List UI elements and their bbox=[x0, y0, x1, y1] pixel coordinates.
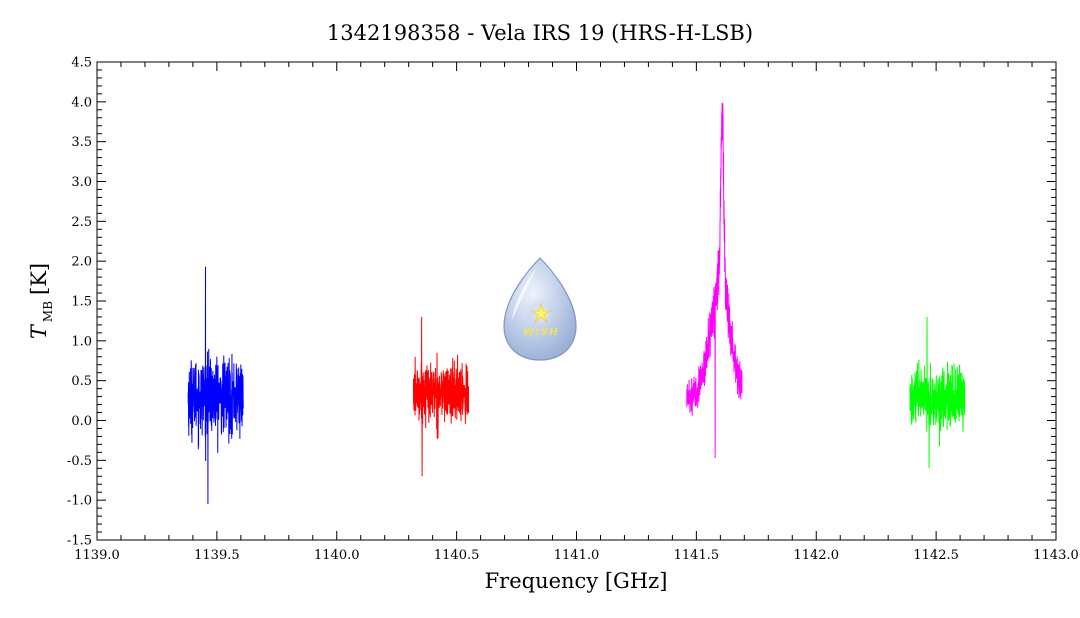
x-tick-label: 1142.5 bbox=[913, 548, 959, 563]
y-tick-label: 1.5 bbox=[71, 295, 92, 310]
y-tick-label: 4.0 bbox=[71, 95, 92, 110]
star-icon bbox=[531, 302, 551, 323]
x-tick-label: 1141.0 bbox=[554, 548, 600, 563]
x-axis-ticks bbox=[96, 62, 1057, 540]
y-tick-label: 0.5 bbox=[71, 374, 92, 389]
x-tick-label: 1140.5 bbox=[434, 548, 480, 563]
y-tick-label: 1.0 bbox=[71, 334, 92, 349]
x-axis-label: Frequency [GHz] bbox=[485, 569, 668, 593]
series-layer bbox=[187, 102, 966, 505]
x-tick-label: 1142.0 bbox=[794, 548, 840, 563]
y-tick-label: -0.5 bbox=[67, 454, 92, 469]
spectrum-series-2 bbox=[412, 316, 470, 477]
spectrum-series-1 bbox=[187, 266, 244, 505]
x-tick-label: 1143.0 bbox=[1033, 548, 1079, 563]
droplet-highlight bbox=[512, 268, 536, 320]
chart-title: 1342198358 - Vela IRS 19 (HRS-H-LSB) bbox=[327, 21, 753, 45]
wish-logo: WISH bbox=[503, 257, 577, 361]
spectrum-series-3 bbox=[686, 102, 743, 458]
plot-frame bbox=[96, 61, 1057, 541]
logo-text: WISH bbox=[523, 327, 559, 338]
y-axis-label-unit: [K] bbox=[27, 263, 51, 295]
svg-text:TMB[K]: TMB [K] bbox=[27, 263, 55, 339]
y-tick-label: 2.0 bbox=[71, 255, 92, 270]
spectrum-series-4 bbox=[909, 316, 966, 469]
y-tick-label: 3.5 bbox=[71, 135, 92, 150]
x-tick-label: 1140.0 bbox=[314, 548, 360, 563]
x-tick-label: 1141.5 bbox=[674, 548, 720, 563]
x-axis-tick-labels: 1139.0 1139.5 1140.0 1140.5 1141.0 1141.5 1142… bbox=[74, 548, 1079, 563]
y-axis-ticks bbox=[97, 61, 1056, 541]
y-tick-label: 4.5 bbox=[71, 56, 92, 71]
y-tick-label: 2.5 bbox=[71, 215, 92, 230]
y-axis-tick-labels: -1.5 -1.0 -0.5 0.0 0.5 1.0 1.5 2.0 2.5 3.0 3.5 4.0 4… bbox=[67, 56, 92, 549]
y-axis-label-main: T bbox=[27, 323, 51, 339]
y-tick-label: 3.0 bbox=[71, 175, 92, 190]
x-tick-label: 1139.5 bbox=[194, 548, 240, 563]
y-tick-label: 0.0 bbox=[71, 414, 92, 429]
y-tick-label: -1.5 bbox=[67, 534, 92, 549]
x-tick-label: 1139.0 bbox=[74, 548, 120, 563]
y-axis-label-sub: MB bbox=[41, 301, 55, 322]
y-axis-label: TMB [K] bbox=[27, 263, 55, 339]
y-tick-label: -1.0 bbox=[67, 494, 92, 509]
